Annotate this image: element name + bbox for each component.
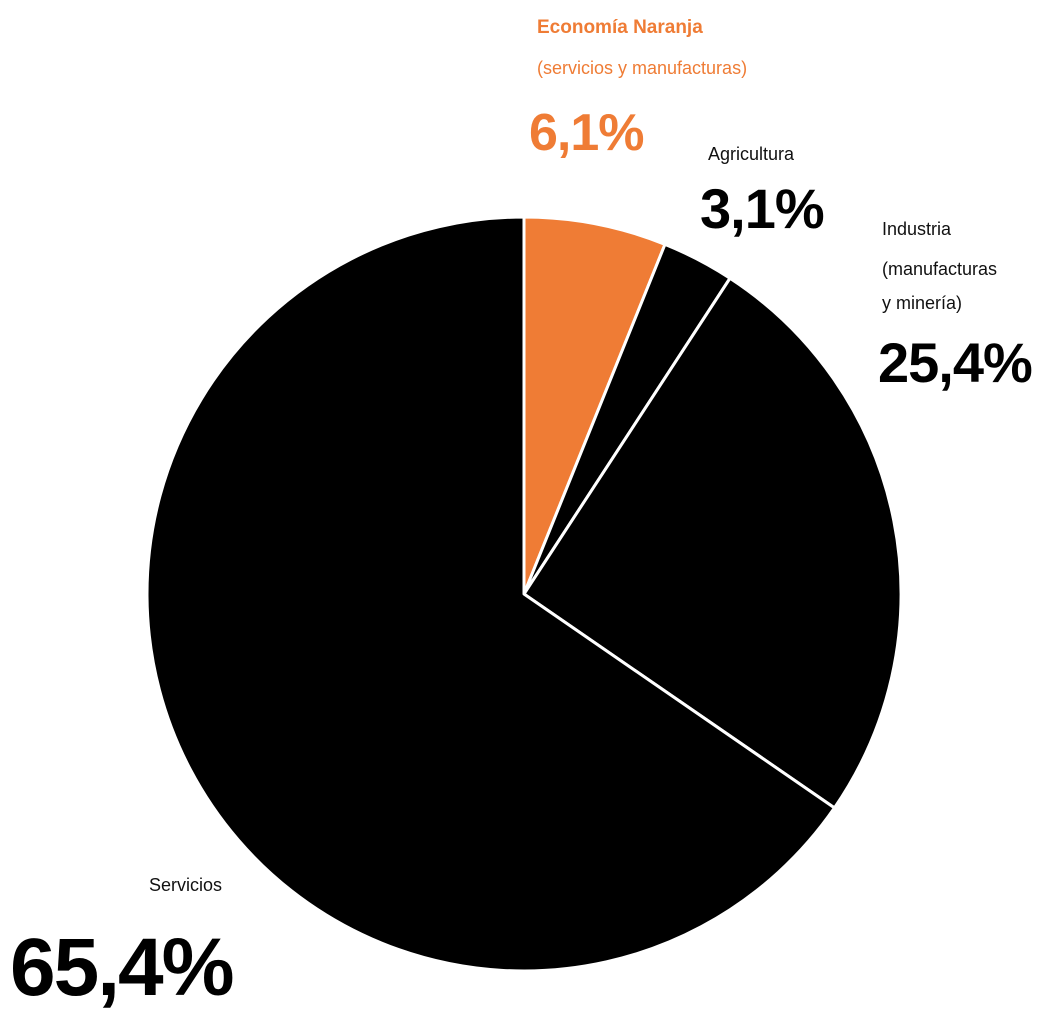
slice-label-industria-value: 25,4% (878, 331, 1032, 394)
slice-label-servicios-value: 65,4% (10, 922, 233, 1010)
label-servicios: Servicios 65,4% (10, 875, 235, 1013)
label-agricultura: Agricultura 3,1% (700, 144, 825, 240)
slice-label-agricultura-name: Agricultura (708, 144, 795, 164)
slice-label-economia-naranja-subtitle: (servicios y manufacturas) (537, 58, 747, 78)
slice-label-agricultura-value: 3,1% (700, 177, 824, 240)
slice-label-industria-name-line1: Industria (882, 219, 952, 239)
slice-label-servicios-name: Servicios (149, 875, 222, 895)
slice-label-economia-naranja-name: Economía Naranja (537, 17, 703, 38)
slice-label-industria-name-line2: (manufacturas (882, 259, 997, 279)
pie-slices (145, 215, 903, 973)
label-industria: Industria (manufacturas y minería) 25,4% (878, 219, 1033, 394)
slice-label-industria-name-line3: y minería) (882, 293, 962, 313)
slice-label-economia-naranja-value: 6,1% (529, 104, 644, 162)
pie-slice-economia-naranja (522, 215, 667, 596)
pie-slice-industria (522, 276, 903, 810)
pie-slice-servicios (145, 215, 836, 973)
label-economia-naranja: Economía Naranja (servicios y manufactur… (529, 17, 747, 162)
